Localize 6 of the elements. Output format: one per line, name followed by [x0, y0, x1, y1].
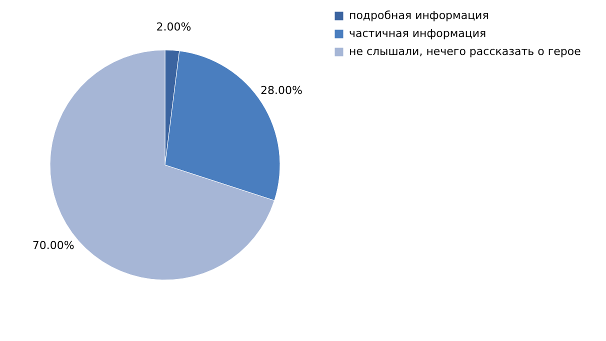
data-label: 2.00% — [156, 20, 192, 34]
data-label: 70.00% — [32, 239, 74, 252]
data-label: 28.00% — [260, 84, 302, 98]
legend-label: подробная информация — [349, 9, 489, 22]
legend-label: частичная информация — [349, 27, 486, 40]
legend-label: не слышали, нечего рассказать о герое — [349, 45, 582, 58]
